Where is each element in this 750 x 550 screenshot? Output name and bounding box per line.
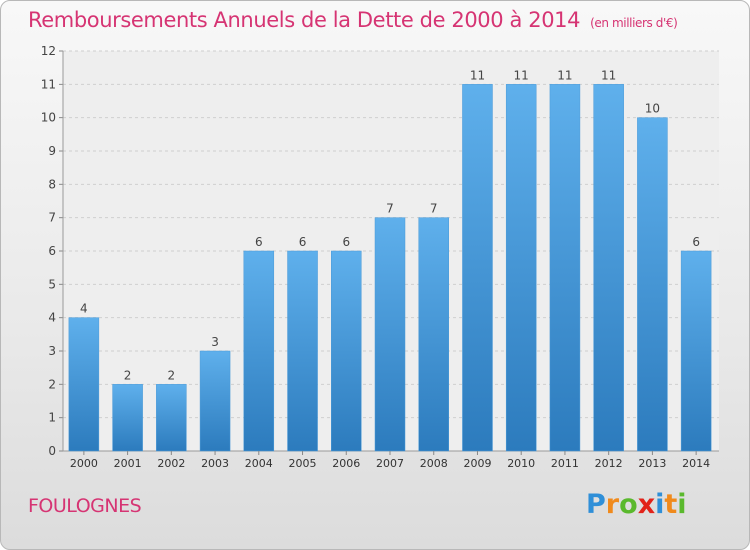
x-tick-label: 2005 [289,457,317,470]
bar-2013 [637,117,668,452]
logo-letter: i [655,489,665,520]
x-tick-label: 2003 [201,457,229,470]
y-tick-label: 11 [41,77,56,91]
logo-letter: P [586,489,606,520]
logo-letter: t [664,489,678,520]
x-tick-label: 2010 [507,457,535,470]
x-tick-label: 2008 [420,457,448,470]
x-tick-label: 2001 [114,457,142,470]
y-tick-label: 8 [48,177,56,191]
bar-2006 [331,250,362,452]
x-tick-label: 2011 [551,457,579,470]
chart-title-text: Remboursements Annuels de la Dette de 20… [28,8,581,32]
y-tick-label: 10 [41,111,56,125]
bar-2008 [418,217,449,452]
bar-value-label: 11 [470,68,485,82]
x-tick-label: 2002 [157,457,185,470]
bar-2004 [243,250,275,452]
bar-value-label: 10 [645,102,660,116]
y-tick-label: 2 [48,377,56,391]
logo-letter: o [619,489,638,520]
chart-unit: (en milliers d'€) [590,16,678,30]
x-tick-label: 2000 [70,457,98,470]
y-tick-label: 3 [48,344,56,358]
bar-2003 [199,350,231,452]
bar-2007 [374,217,406,452]
bar-2010 [505,84,537,452]
bar-value-label: 6 [692,235,700,249]
bar-2011 [549,84,581,452]
bar-value-label: 6 [255,235,263,249]
bar-value-label: 6 [299,235,307,249]
y-tick-label: 4 [48,311,56,325]
x-tick-label: 2006 [332,457,360,470]
logo-letter: x [637,489,656,520]
bar-2002 [156,384,187,452]
bar-value-label: 2 [124,368,132,382]
bar-2005 [287,250,318,452]
bar-value-label: 3 [211,335,219,349]
bar-value-label: 11 [514,68,529,82]
y-tick-label: 6 [48,244,56,258]
x-tick-label: 2014 [682,457,710,470]
bar-value-label: 7 [386,202,394,216]
bar-2000 [68,317,100,452]
bar-2009 [462,84,493,452]
bar-value-label: 7 [430,202,438,216]
bar-value-label: 4 [80,302,88,316]
bar-value-label: 11 [557,68,572,82]
x-tick-label: 2009 [463,457,491,470]
y-tick-label: 5 [48,277,56,291]
bar-value-label: 6 [342,235,350,249]
logo-letter: i [677,489,687,520]
commune-name: FOULOGNES [28,495,142,517]
bar-value-label: 2 [168,368,176,382]
bar-2012 [593,84,624,452]
x-tick-label: 2013 [638,457,666,470]
y-tick-label: 7 [48,211,56,225]
bar-2001 [112,384,143,452]
bar-2014 [680,250,712,452]
y-tick-label: 9 [48,144,56,158]
y-tick-label: 12 [41,44,56,58]
y-tick-label: 0 [48,444,56,458]
x-tick-label: 2004 [245,457,273,470]
y-tick-label: 1 [48,411,56,425]
proxiti-logo: Proxiti [586,489,687,520]
logo-letter: r [605,489,620,520]
x-tick-label: 2007 [376,457,404,470]
bar-value-label: 11 [601,68,616,82]
chart-title: Remboursements Annuels de la Dette de 20… [28,8,678,32]
x-tick-label: 2012 [595,457,623,470]
